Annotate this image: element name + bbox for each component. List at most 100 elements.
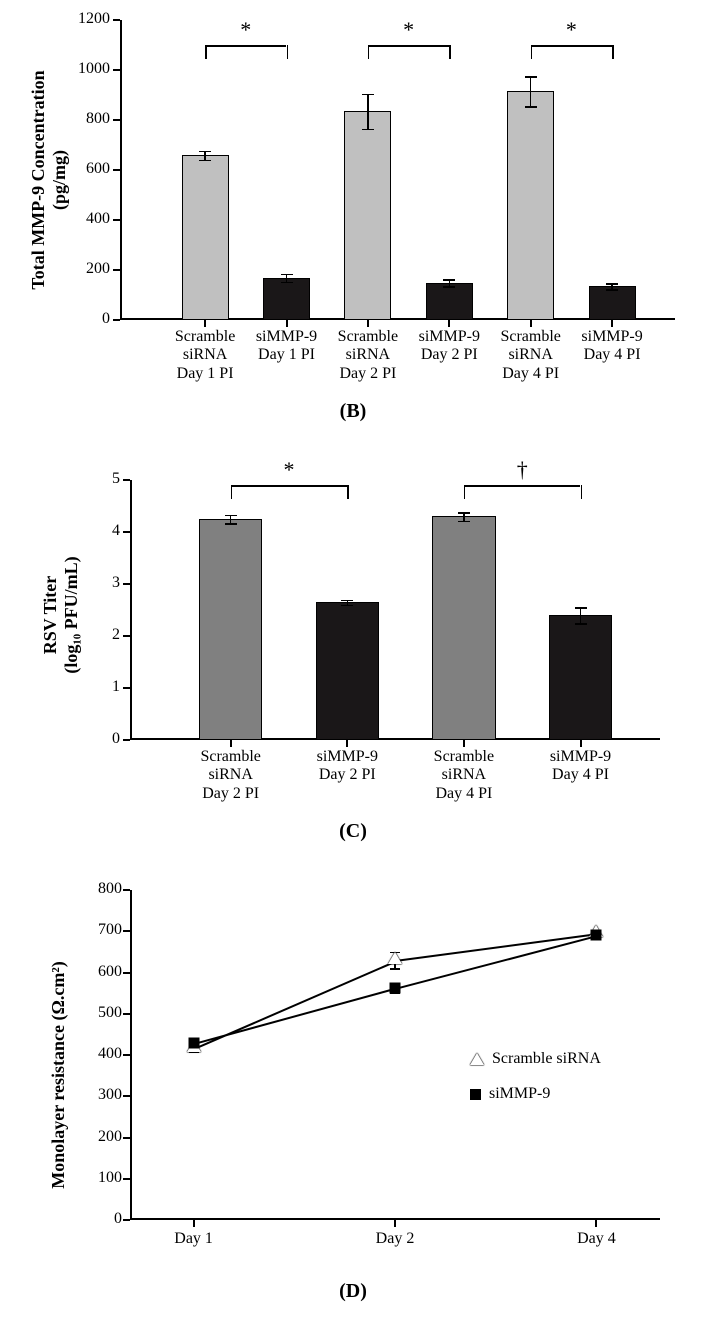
ytick-label: 600 <box>65 160 110 178</box>
xtick-label: ScramblesiRNADay 4 PI <box>486 328 576 383</box>
sig-bracket <box>612 45 614 59</box>
panel-label-b: (B) <box>0 400 706 423</box>
error-bar-cap <box>575 607 587 609</box>
xtick-mark <box>530 320 532 327</box>
error-bar-cap <box>525 76 537 78</box>
ylabel-line1: RSV Titer <box>40 490 61 740</box>
ytick-mark <box>123 479 130 481</box>
error-bar-cap <box>225 515 237 517</box>
ytick-mark <box>113 219 120 221</box>
ytick-label: 200 <box>65 260 110 278</box>
square-point-icon <box>390 983 401 994</box>
error-bar-cap <box>390 968 400 970</box>
error-bar-cap <box>281 274 293 276</box>
ytick-mark <box>113 269 120 271</box>
ytick-label: 4 <box>75 522 120 540</box>
xtick-label: siMMP-9Day 4 PI <box>567 328 657 365</box>
xtick-label: siMMP-9Day 2 PI <box>404 328 494 365</box>
sig-bracket <box>368 45 449 47</box>
sig-bracket <box>205 45 286 47</box>
ytick-label: 400 <box>80 1045 122 1063</box>
xtick-label: Day 4 <box>556 1230 636 1248</box>
xtick-mark <box>394 1220 396 1227</box>
error-bar-cap <box>281 282 293 284</box>
xtick-label: Day 1 <box>154 1230 234 1248</box>
ytick-label: 700 <box>80 921 122 939</box>
bar <box>507 91 554 320</box>
xtick-mark <box>463 740 465 747</box>
panel-monolayer-resistance: Monolayer resistance (Ω.cm²) Scramble si… <box>0 870 706 1290</box>
bar <box>344 111 391 320</box>
error-bar-stem <box>367 94 369 129</box>
error-bar-cap <box>606 283 618 285</box>
ytick-mark <box>123 889 130 891</box>
sig-bracket <box>368 45 370 59</box>
xtick-label: ScramblesiRNADay 1 PI <box>160 328 250 383</box>
ytick-label: 600 <box>80 963 122 981</box>
ylabel-mmp9: Total MMP-9 Concentration (pg/mg) <box>28 30 70 330</box>
sig-bracket <box>231 485 348 487</box>
bar <box>182 155 229 320</box>
error-bar-cap <box>606 289 618 291</box>
ytick-mark <box>123 1013 130 1015</box>
ytick-label: 400 <box>65 210 110 228</box>
legend-simmp9-text: siMMP-9 <box>489 1085 550 1103</box>
legend-scramble-text: Scramble siRNA <box>492 1050 601 1068</box>
error-bar-cap <box>189 1052 199 1054</box>
sig-bracket <box>464 485 466 499</box>
ytick-mark <box>123 635 130 637</box>
ylabel-line1: Total MMP-9 Concentration <box>28 30 49 330</box>
xtick-mark <box>611 320 613 327</box>
error-bar-cap <box>458 521 470 523</box>
ytick-label: 0 <box>80 1210 122 1228</box>
ytick-mark <box>113 19 120 21</box>
xtick-mark <box>286 320 288 327</box>
ytick-label: 0 <box>65 310 110 328</box>
ytick-label: 500 <box>80 1004 122 1022</box>
error-bar-cap <box>341 600 353 602</box>
sig-bracket <box>531 45 533 59</box>
error-bar-cap <box>341 605 353 607</box>
bar <box>426 283 473 321</box>
panel-mmp9-concentration: Total MMP-9 Concentration (pg/mg) 0 200 40… <box>0 0 706 420</box>
sig-label: † <box>512 457 532 483</box>
xtick-mark <box>204 320 206 327</box>
bar <box>432 516 496 740</box>
panel-label-d: (D) <box>0 1280 706 1303</box>
ytick-mark <box>123 1219 130 1221</box>
xtick-label: siMMP-9Day 4 PI <box>536 748 626 785</box>
bar <box>316 602 380 740</box>
xtick-mark <box>448 320 450 327</box>
ytick-label: 0 <box>75 730 120 748</box>
ytick-mark <box>113 319 120 321</box>
xtick-label: ScramblesiRNADay 2 PI <box>186 748 276 803</box>
ylabel-resistance: Monolayer resistance (Ω.cm²) <box>48 910 69 1240</box>
error-bar-cap <box>443 286 455 288</box>
sig-label: * <box>279 457 299 483</box>
ytick-mark <box>123 739 130 741</box>
triangle-point-icon <box>388 952 402 964</box>
sig-bracket <box>531 45 612 47</box>
error-bar-cap <box>525 106 537 108</box>
panel-label-c: (C) <box>0 820 706 843</box>
error-bar-cap <box>458 512 470 514</box>
ytick-label: 100 <box>80 1169 122 1187</box>
sig-bracket <box>581 485 583 499</box>
sig-bracket <box>347 485 349 499</box>
bar <box>199 519 263 740</box>
sig-label: * <box>399 17 419 43</box>
error-bar-cap <box>199 160 211 162</box>
xtick-mark <box>346 740 348 747</box>
sig-bracket <box>205 45 207 59</box>
ytick-label: 300 <box>80 1086 122 1104</box>
triangle-marker-icon <box>470 1053 484 1065</box>
sig-bracket <box>449 45 451 59</box>
xtick-mark <box>580 740 582 747</box>
error-bar-cap <box>362 94 374 96</box>
square-point-icon <box>188 1038 199 1049</box>
ytick-label: 1000 <box>65 60 110 78</box>
legend-scramble: Scramble siRNA <box>470 1050 601 1068</box>
ytick-label: 800 <box>65 110 110 128</box>
bar <box>549 615 613 740</box>
ytick-mark <box>123 1137 130 1139</box>
